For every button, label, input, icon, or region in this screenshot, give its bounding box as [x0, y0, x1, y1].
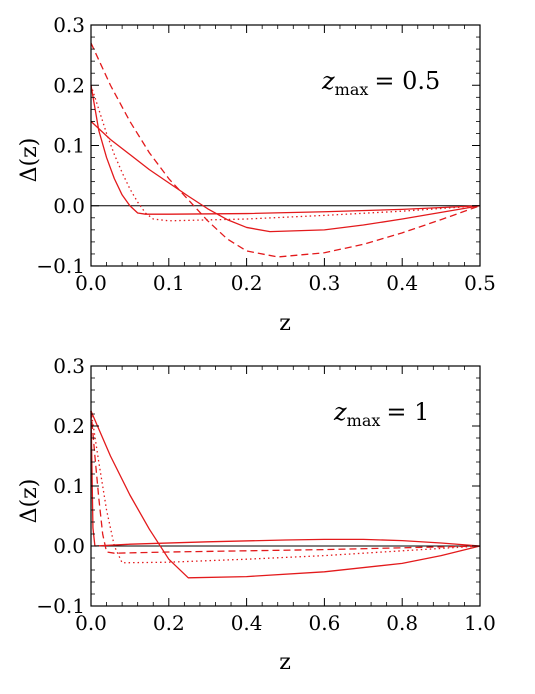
chart-panel-zmax-0.5: zmax = 0.5 z Δ(z) 0.0 0.1 0.2 0.3 0.4 0.5−0.10… — [17, 13, 496, 336]
annotation-var: z — [321, 67, 335, 95]
series-line-4-dotted — [90, 410, 481, 564]
y-axis-title: Δ(z) — [17, 138, 42, 183]
y-tick-label: −0.1 — [36, 594, 85, 618]
x-tick-label: 0.4 — [386, 271, 418, 295]
series-line-3-dashed — [90, 410, 481, 554]
y-tick-label: 0.1 — [53, 474, 85, 498]
annotation-value: = 0.5 — [374, 67, 440, 95]
chart-panel-zmax-1: zmax = 1 z Δ(z) 0.0 0.2 0.4 0.6 0.8 1.0−0.10.0… — [17, 354, 496, 675]
plot-frame — [90, 24, 481, 267]
series-line-1-solid — [90, 410, 481, 579]
y-tick-label: 0.2 — [53, 73, 85, 97]
y-axis-title: Δ(z) — [17, 479, 42, 524]
x-tick-label: 0.0 — [75, 271, 107, 295]
annotation-subscript: max — [335, 80, 369, 99]
x-tick-label: 0.4 — [231, 611, 263, 635]
x-axis-title: z — [279, 311, 291, 336]
x-axis-title: z — [279, 650, 291, 675]
y-tick-label: 0.0 — [53, 194, 85, 218]
x-tick-label: 0.2 — [231, 271, 263, 295]
x-tick-label: 0.2 — [153, 611, 185, 635]
y-tick-label: 0.0 — [53, 534, 85, 558]
annotation-subscript: max — [347, 411, 381, 430]
svg-text:zmax= 1: zmax = 1 — [333, 398, 429, 430]
y-tick-label: 0.3 — [53, 354, 85, 378]
x-tick-label: 1.0 — [464, 611, 496, 635]
x-tick-label: 0.0 — [75, 611, 107, 635]
x-tick-label: 0.8 — [386, 611, 418, 635]
y-tick-label: 0.1 — [53, 134, 85, 158]
series-line-4-dotted — [90, 85, 481, 222]
x-tick-label: 0.3 — [308, 271, 340, 295]
y-tick-label: 0.2 — [53, 414, 85, 438]
y-tick-label: 0.3 — [53, 13, 85, 37]
x-tick-label: 0.1 — [153, 271, 185, 295]
x-tick-label: 0.6 — [308, 611, 340, 635]
series-line-3-dashed — [90, 42, 481, 258]
y-tick-label: −0.1 — [36, 254, 85, 278]
annotation-value: = 1 — [386, 398, 429, 426]
annotation-var: z — [333, 398, 347, 426]
series-line-2-solid — [90, 120, 481, 233]
series-line-1-solid — [90, 85, 481, 215]
series-line-2-solid — [90, 410, 481, 547]
panel-annotation: zmax = 1 — [333, 398, 429, 430]
svg-text:zmax= 0.5: zmax = 0.5 — [321, 67, 440, 99]
panel-annotation: zmax = 0.5 — [321, 67, 440, 99]
x-tick-label: 0.5 — [464, 271, 496, 295]
